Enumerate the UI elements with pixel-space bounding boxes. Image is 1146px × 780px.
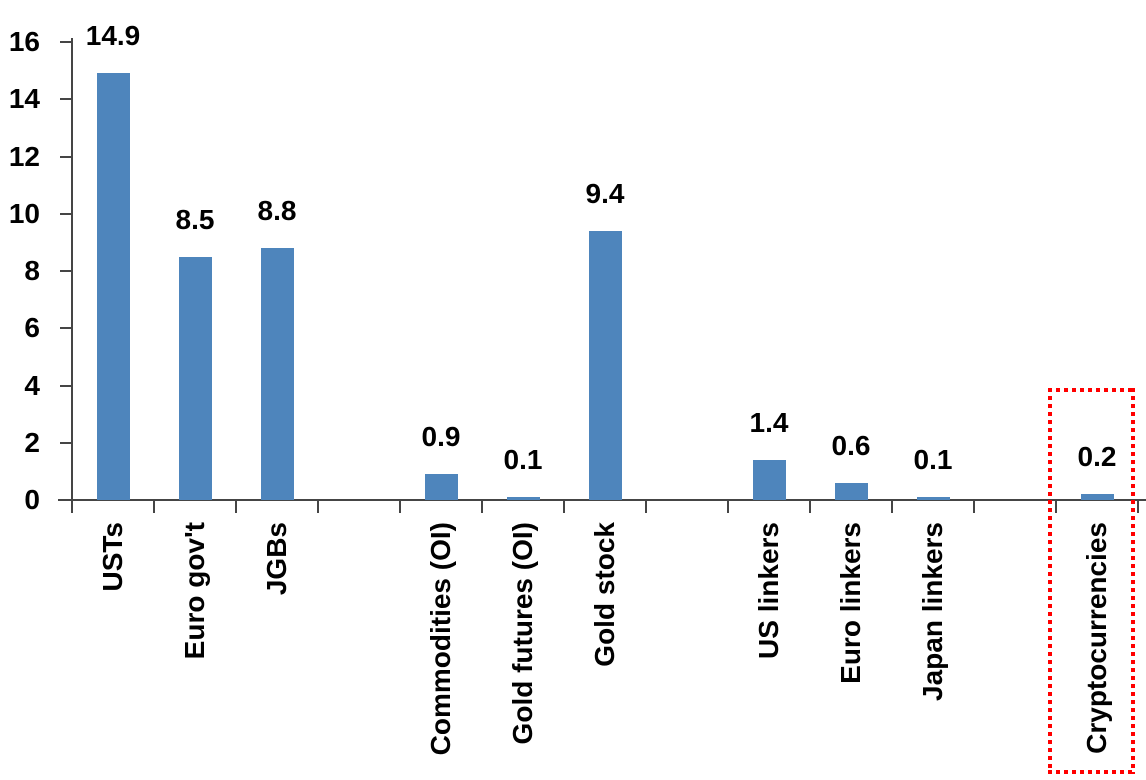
y-tick-label: 10 — [8, 198, 40, 229]
category-label-gold-stock: Gold stock — [588, 522, 622, 780]
y-tick-label: 4 — [24, 370, 40, 401]
x-tick — [563, 500, 565, 513]
y-tick-label: 0 — [24, 484, 40, 515]
bar-value-label-commodities-oi: 0.9 — [421, 421, 461, 452]
x-tick — [71, 500, 73, 513]
bar-jgbs — [261, 248, 294, 500]
y-tick — [60, 98, 72, 100]
x-tick — [317, 500, 319, 513]
y-tick — [60, 41, 72, 43]
category-label-usts: USTs — [96, 522, 130, 780]
y-tick — [60, 327, 72, 329]
bar-usts — [97, 73, 130, 500]
category-label-text: US linkers — [753, 522, 784, 659]
category-label-jgbs: JGBs — [260, 522, 294, 780]
bar-gold-futures-oi — [507, 497, 540, 500]
y-axis-line — [71, 38, 73, 500]
y-tick — [60, 442, 72, 444]
x-tick — [645, 500, 647, 513]
category-label-text: Gold futures (OI) — [507, 522, 538, 745]
bar-japan-linkers — [917, 497, 950, 500]
bar-us-linkers — [753, 460, 786, 500]
x-tick — [399, 500, 401, 513]
x-tick — [809, 500, 811, 513]
y-tick-label: 16 — [8, 26, 40, 57]
bar-euro-linkers — [835, 483, 868, 500]
category-label-text: Gold stock — [589, 522, 620, 667]
y-tick-label: 14 — [8, 83, 40, 114]
bar-commodities-oi — [425, 474, 458, 500]
category-label-gold-futures-oi: Gold futures (OI) — [506, 522, 540, 780]
y-tick — [60, 213, 72, 215]
y-tick-label: 2 — [24, 427, 40, 458]
bar-value-label-usts: 14.9 — [85, 20, 141, 51]
bar-euro-gov-t — [179, 257, 212, 500]
category-label-euro-gov-t: Euro gov't — [178, 522, 212, 780]
bar-value-label-euro-linkers: 0.6 — [831, 430, 871, 461]
category-label-us-linkers: US linkers — [752, 522, 786, 780]
category-label-text: USTs — [97, 522, 128, 592]
y-tick — [60, 499, 72, 501]
category-label-text: Japan linkers — [917, 522, 948, 701]
y-tick — [60, 156, 72, 158]
category-label-text: Commodities (OI) — [425, 522, 456, 756]
y-tick-label: 8 — [24, 255, 40, 286]
category-label-japan-linkers: Japan linkers — [916, 522, 950, 780]
x-tick — [153, 500, 155, 513]
bar-value-label-us-linkers: 1.4 — [749, 407, 789, 438]
y-tick-label: 12 — [8, 141, 40, 172]
x-tick — [727, 500, 729, 513]
bar-value-label-gold-stock: 9.4 — [585, 178, 625, 209]
bar-value-label-jgbs: 8.8 — [257, 195, 297, 226]
x-tick — [973, 500, 975, 513]
bar-value-label-japan-linkers: 0.1 — [913, 444, 953, 475]
y-tick — [60, 270, 72, 272]
bar-gold-stock — [589, 231, 622, 500]
category-label-euro-linkers: Euro linkers — [834, 522, 868, 780]
y-tick-label: 6 — [24, 312, 40, 343]
bar-value-label-euro-gov-t: 8.5 — [175, 204, 215, 235]
x-tick — [235, 500, 237, 513]
y-tick — [60, 385, 72, 387]
category-label-text: Euro linkers — [835, 522, 866, 684]
x-tick — [1137, 500, 1139, 513]
x-tick — [481, 500, 483, 513]
x-axis-line — [58, 499, 1146, 501]
highlight-box-cryptocurrencies — [1048, 388, 1135, 774]
category-label-commodities-oi: Commodities (OI) — [424, 522, 458, 780]
bar-value-label-gold-futures-oi: 0.1 — [503, 444, 543, 475]
category-label-text: Euro gov't — [179, 522, 210, 660]
x-tick — [891, 500, 893, 513]
category-label-text: JGBs — [261, 522, 292, 596]
